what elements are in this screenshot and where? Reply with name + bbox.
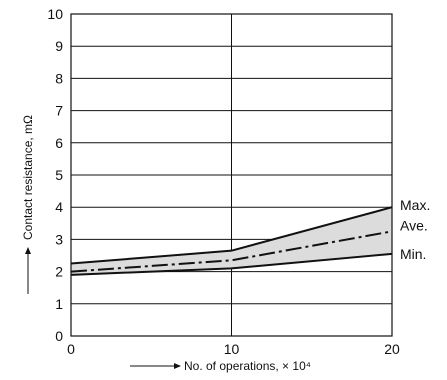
series-label-min: Min. <box>400 246 426 262</box>
y-tick-label-6: 6 <box>55 135 63 151</box>
y-tick-label-3: 3 <box>55 231 63 247</box>
series-label-ave: Ave. <box>400 217 428 233</box>
series-line-max <box>70 206 393 265</box>
series-labels: Max. Ave. Min. <box>400 197 430 262</box>
y-axis-arrowhead <box>25 247 31 254</box>
tick-labels: 0 1 2 3 4 5 6 7 8 9 10 0 10 20 <box>47 6 400 357</box>
x-tick-label-0: 0 <box>67 341 75 357</box>
plot-frame <box>70 13 393 337</box>
x-axis-label-group: No. of operations, × 10⁴ <box>130 359 311 373</box>
y-tick-label-9: 9 <box>55 38 63 54</box>
y-tick-label-1: 1 <box>55 296 63 312</box>
x-axis-label: No. of operations, × 10⁴ <box>184 359 311 373</box>
y-tick-label-10: 10 <box>47 6 63 22</box>
x-axis-arrowhead <box>174 363 181 369</box>
y-tick-label-2: 2 <box>55 264 63 280</box>
series-line-min <box>70 252 393 276</box>
y-tick-label-8: 8 <box>55 70 63 86</box>
y-tick-label-5: 5 <box>55 167 63 183</box>
y-tick-label-4: 4 <box>55 199 63 215</box>
x-tick-label-10: 10 <box>224 341 240 357</box>
y-tick-label-7: 7 <box>55 103 63 119</box>
y-axis-label-group: Contact resistance, mΩ <box>21 115 35 294</box>
grid <box>71 14 392 336</box>
y-axis-label: Contact resistance, mΩ <box>21 115 35 240</box>
x-tick-label-20: 20 <box>384 341 400 357</box>
series-label-max: Max. <box>400 197 430 213</box>
series-lines <box>70 206 393 276</box>
y-tick-label-0: 0 <box>55 328 63 344</box>
